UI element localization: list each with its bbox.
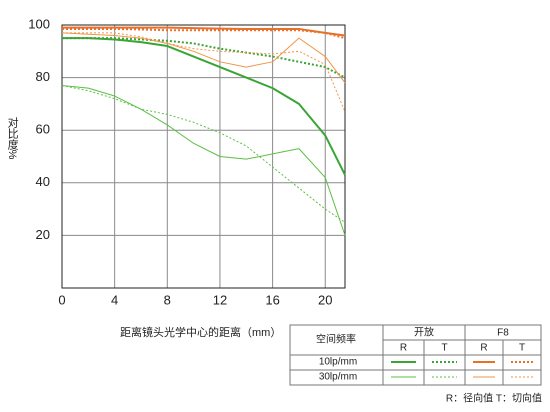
legend-component: R bbox=[480, 343, 487, 354]
x-axis-label: 距离镜头光学中心的距离（mm） bbox=[120, 325, 281, 339]
legend-component: T bbox=[441, 343, 447, 354]
x-tick-label: 8 bbox=[164, 292, 171, 307]
x-tick-label: 12 bbox=[213, 292, 227, 307]
plot-frame bbox=[61, 24, 346, 289]
y-tick-label: 80 bbox=[36, 69, 50, 84]
y-tick-label: 40 bbox=[36, 174, 50, 189]
y-tick-label: 100 bbox=[28, 16, 50, 31]
series-line bbox=[62, 26, 346, 37]
x-tick-label: 20 bbox=[318, 292, 332, 307]
legend-header: 空间频率 bbox=[316, 333, 356, 346]
x-tick-label: 4 bbox=[111, 292, 118, 307]
legend-row-label: 30lp/mm bbox=[319, 372, 357, 383]
series-line bbox=[61, 32, 346, 84]
series-line bbox=[62, 37, 346, 176]
x-tick-label: 16 bbox=[265, 292, 279, 307]
series-line bbox=[62, 37, 346, 79]
note: R：径向值 T：切向值 bbox=[446, 392, 542, 405]
legend-group: 开放 bbox=[414, 326, 434, 339]
legend-component: R bbox=[400, 343, 407, 354]
legend-group: F8 bbox=[497, 328, 509, 339]
y-axis-label: 对比度% bbox=[6, 115, 19, 159]
legend-table bbox=[289, 324, 542, 386]
y-tick-label: 20 bbox=[36, 227, 50, 242]
legend-component: T bbox=[519, 343, 525, 354]
series-line bbox=[62, 32, 346, 112]
series-line bbox=[62, 27, 346, 40]
series-line bbox=[61, 84, 346, 236]
series-line bbox=[61, 84, 346, 223]
x-tick-label: 0 bbox=[58, 292, 65, 307]
legend-row-label: 10lp/mm bbox=[319, 357, 357, 368]
y-tick-label: 60 bbox=[36, 122, 50, 137]
